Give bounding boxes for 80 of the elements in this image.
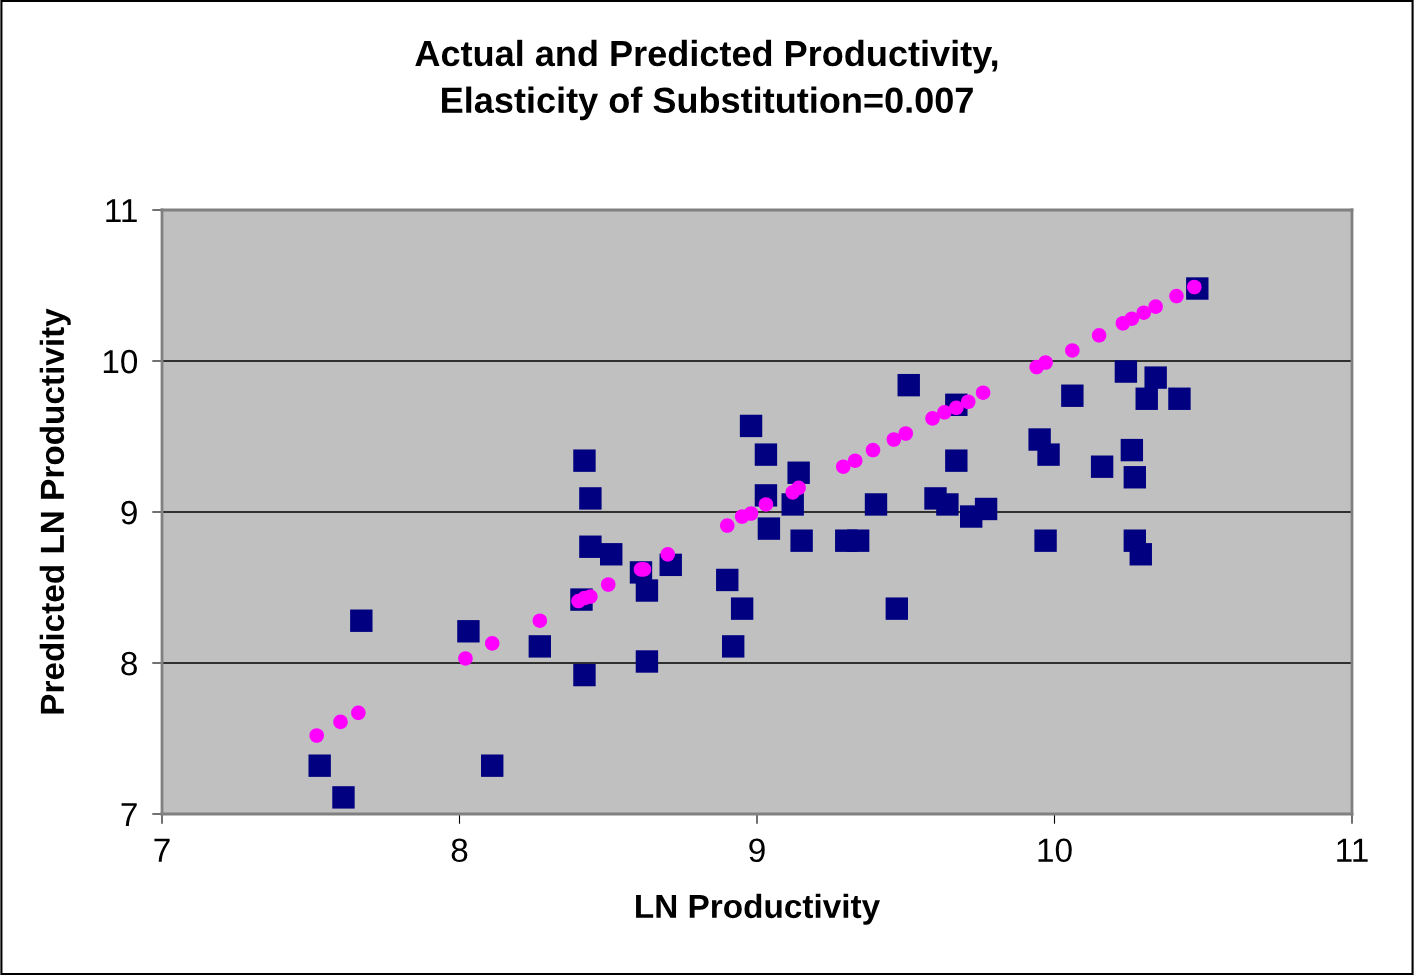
x-tick-label: 11	[1337, 838, 1368, 862]
point	[532, 613, 548, 628]
point	[635, 650, 659, 673]
point	[885, 597, 909, 620]
x-tick-label: 8	[451, 838, 468, 863]
point	[579, 487, 602, 510]
point	[1114, 360, 1138, 383]
point	[333, 714, 348, 730]
point	[528, 635, 552, 658]
point	[945, 449, 968, 472]
point	[457, 620, 480, 643]
point	[722, 635, 745, 658]
point	[730, 597, 754, 620]
point	[1124, 311, 1140, 326]
point	[847, 453, 863, 468]
chart-title: Actual and Predicted Productivity, Elasticity of Substitution=0.007	[415, 39, 998, 121]
point	[1136, 305, 1152, 320]
point	[1168, 387, 1191, 410]
point	[308, 754, 331, 777]
y-axis-title: Predicted LN Productivity	[39, 308, 71, 714]
y-tick-label: 11	[106, 199, 137, 223]
point	[791, 480, 806, 496]
point	[1169, 288, 1184, 304]
point	[835, 459, 851, 474]
point	[481, 754, 504, 777]
point	[350, 609, 373, 632]
y-tick-label: 8	[121, 651, 137, 676]
point	[975, 385, 991, 400]
point	[600, 543, 623, 566]
point	[787, 461, 810, 484]
point	[1123, 466, 1147, 489]
point	[1037, 443, 1060, 466]
point	[898, 426, 914, 441]
point	[886, 432, 902, 447]
point	[332, 786, 355, 809]
point	[758, 497, 774, 512]
point	[1061, 384, 1084, 407]
point	[1135, 387, 1158, 410]
point	[865, 442, 881, 458]
point	[897, 373, 920, 397]
point	[1148, 299, 1163, 314]
x-axis-title: LN Productivity	[636, 893, 880, 925]
point	[936, 493, 959, 516]
point	[1091, 328, 1107, 343]
point	[1038, 355, 1053, 370]
x-tick-label: 7	[154, 838, 170, 862]
point	[484, 636, 500, 651]
point	[600, 577, 616, 592]
point	[1120, 438, 1144, 462]
point	[1129, 543, 1152, 566]
point	[757, 517, 781, 540]
point	[743, 506, 759, 521]
point	[1034, 529, 1057, 552]
point	[579, 535, 602, 558]
point	[1144, 366, 1167, 389]
y-tick-label: 9	[121, 500, 137, 525]
point	[716, 568, 739, 592]
point	[660, 547, 676, 562]
point	[573, 449, 596, 472]
y-tick-label: 10	[103, 349, 138, 374]
point	[925, 411, 940, 426]
point	[635, 579, 659, 602]
point	[1090, 455, 1114, 478]
point	[864, 493, 888, 516]
point	[719, 518, 735, 533]
point	[309, 728, 324, 743]
point	[573, 663, 596, 687]
x-tick-label: 10	[1038, 838, 1072, 863]
x-tick-label: 9	[749, 838, 765, 863]
point	[458, 651, 473, 666]
point	[846, 529, 870, 552]
point	[790, 529, 813, 552]
point	[754, 443, 778, 466]
point	[974, 497, 998, 521]
y-tick-label: 7	[121, 803, 137, 827]
point	[1065, 343, 1080, 358]
point	[960, 394, 976, 410]
point	[937, 405, 952, 420]
point	[739, 414, 763, 438]
point	[351, 705, 366, 721]
